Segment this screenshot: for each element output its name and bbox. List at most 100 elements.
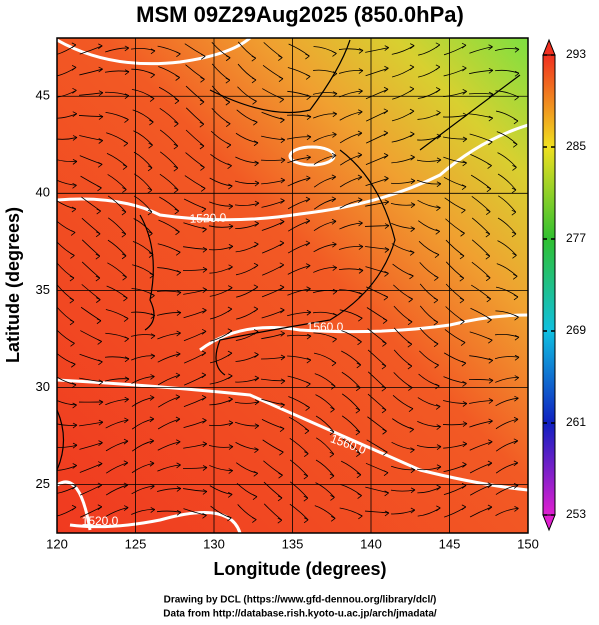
- streamline-arrow: [330, 495, 335, 501]
- streamline-arrow: [176, 310, 182, 316]
- streamline-arrow: [228, 468, 233, 474]
- streamline-arrow: [254, 221, 259, 227]
- streamline-arrow: [303, 451, 309, 457]
- streamline-arrow: [280, 117, 285, 124]
- streamline-arrow: [434, 275, 439, 281]
- streamline: [79, 68, 103, 76]
- streamline: [107, 239, 127, 257]
- streamline-arrow: [71, 504, 77, 511]
- streamline: [131, 509, 155, 515]
- streamline: [57, 465, 77, 471]
- streamline-arrow: [174, 208, 179, 215]
- streamline: [183, 246, 207, 250]
- streamline: [261, 200, 285, 208]
- streamline-arrow: [435, 404, 441, 410]
- streamline-arrow: [330, 383, 336, 390]
- streamline: [367, 393, 387, 411]
- streamline-arrow: [514, 354, 520, 361]
- streamline-arrow: [410, 507, 416, 514]
- streamline: [79, 421, 103, 427]
- streamline-arrow: [459, 297, 465, 304]
- streamline: [159, 173, 179, 191]
- streamline-arrow: [253, 262, 259, 269]
- streamline-arrow: [355, 407, 361, 414]
- streamline-arrow: [459, 275, 465, 282]
- streamline-arrow: [356, 472, 362, 479]
- streamline-arrow: [173, 165, 179, 172]
- streamline-arrow: [98, 43, 103, 50]
- streamline-arrow: [382, 318, 388, 324]
- streamline-arrow: [175, 75, 180, 81]
- streamline-arrow: [199, 99, 205, 106]
- streamline-arrow: [357, 174, 363, 181]
- streamline-arrow: [332, 51, 337, 57]
- streamline-arrow: [306, 114, 312, 121]
- streamline-arrow: [150, 333, 156, 339]
- streamline-arrow: [460, 340, 466, 346]
- streamline: [313, 198, 336, 210]
- streamline-arrow: [462, 65, 467, 72]
- streamline: [287, 311, 311, 317]
- streamline: [341, 350, 362, 366]
- streamline: [104, 378, 129, 382]
- streamline-arrow: [175, 249, 181, 256]
- streamline-arrow: [514, 506, 519, 512]
- streamline: [57, 376, 77, 386]
- streamline: [234, 401, 260, 404]
- streamline: [157, 441, 181, 451]
- streamline: [469, 420, 493, 428]
- streamline-arrow: [485, 253, 491, 260]
- streamline-arrow: [202, 267, 208, 273]
- streamline-arrow: [358, 88, 363, 95]
- streamline-arrow: [201, 394, 207, 401]
- streamline: [287, 177, 311, 187]
- streamline-arrow: [228, 444, 234, 450]
- streamline-arrow: [176, 486, 182, 492]
- streamline-arrow: [150, 48, 156, 55]
- streamline: [107, 262, 127, 278]
- streamline: [261, 309, 285, 319]
- streamline-arrow: [279, 284, 285, 291]
- streamline-arrow: [381, 407, 387, 414]
- streamline: [339, 176, 363, 188]
- streamline-arrow: [98, 90, 104, 96]
- streamline-arrow: [383, 470, 389, 477]
- streamline: [316, 437, 335, 455]
- streamline-arrow: [303, 495, 309, 502]
- streamline: [469, 484, 492, 496]
- streamline: [105, 462, 128, 474]
- streamline-arrow: [251, 77, 257, 84]
- streamline-arrow: [488, 67, 494, 74]
- streamline-arrow: [72, 182, 77, 189]
- streamline: [338, 268, 364, 271]
- streamline-arrow: [462, 136, 468, 143]
- streamline: [105, 398, 129, 406]
- streamline-arrow: [148, 142, 153, 149]
- streamline-arrow: [461, 184, 467, 191]
- streamline-arrow: [95, 275, 101, 282]
- streamline-arrow: [71, 206, 77, 213]
- streamline: [183, 508, 207, 516]
- streamline-arrow: [514, 46, 520, 53]
- streamline: [261, 111, 285, 121]
- streamline-arrow: [384, 199, 390, 206]
- streamline-arrow: [202, 307, 207, 314]
- streamline: [159, 151, 179, 169]
- streamline-arrow: [176, 270, 181, 276]
- streamline-arrow: [485, 275, 491, 282]
- streamline: [183, 268, 208, 272]
- streamline: [313, 134, 337, 142]
- streamline-arrow: [69, 297, 75, 304]
- streamline: [313, 176, 336, 188]
- streamline-arrow: [331, 174, 337, 181]
- streamline-arrow: [462, 421, 468, 427]
- streamline: [235, 377, 259, 383]
- x-tick-label: 150: [517, 536, 539, 551]
- streamline: [442, 136, 467, 140]
- streamline-arrow: [70, 340, 75, 347]
- streamline: [391, 509, 415, 515]
- streamline-arrow: [200, 76, 205, 83]
- streamline-arrow: [460, 230, 465, 237]
- streamline: [183, 396, 207, 408]
- streamline-arrow: [254, 375, 260, 382]
